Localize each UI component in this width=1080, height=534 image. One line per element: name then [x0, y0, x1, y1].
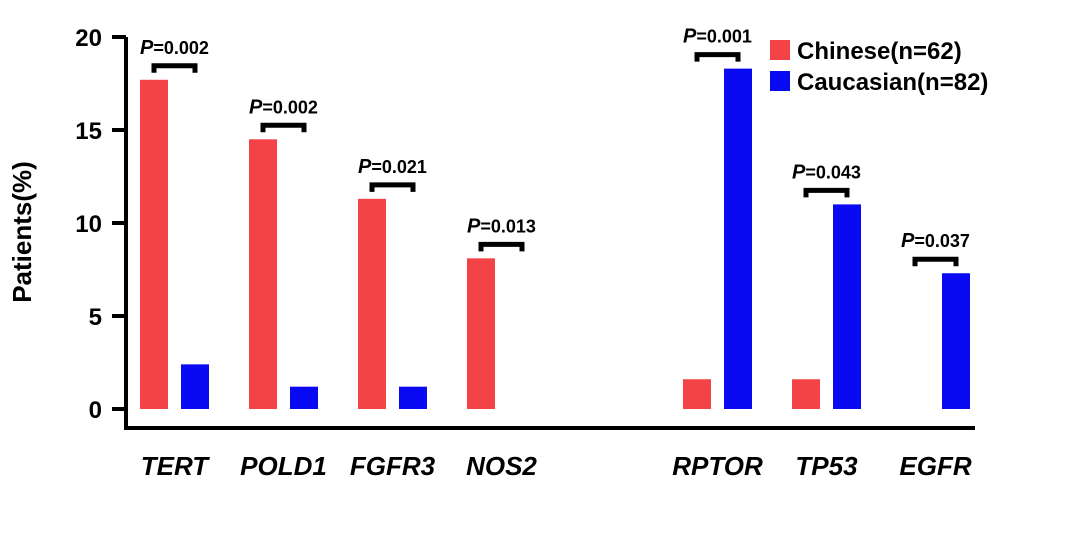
significance-bracket: [694, 52, 741, 62]
bar-egfr-caucasian: [942, 273, 970, 409]
p-symbol: P: [140, 37, 154, 59]
significance-bracket: [369, 182, 416, 192]
bar-tert-chinese: [140, 79, 168, 409]
p-value-label: P=0.002: [249, 96, 318, 118]
bar-rptor-chinese: [683, 379, 711, 409]
category-labels: TERT POLD1 FGFR3 NOS2 RPTOR TP53 EGFR: [141, 451, 972, 481]
significance-bracket: [151, 63, 198, 73]
y-tick-label: 15: [75, 118, 102, 145]
p-symbol: P: [249, 96, 263, 118]
category-label: FGFR3: [350, 451, 436, 481]
category-label: TERT: [141, 451, 211, 481]
y-ticks: 0 5 10 15 20: [75, 25, 126, 424]
p-symbol: P: [792, 161, 806, 183]
p-value-label: P=0.021: [358, 156, 427, 178]
p-value-text: =0.002: [262, 97, 318, 117]
p-symbol: P: [358, 156, 372, 178]
p-symbol: P: [683, 26, 697, 48]
p-value-annotations: P=0.002P=0.002P=0.021P=0.013P=0.001P=0.0…: [140, 26, 970, 267]
y-tick-label: 20: [75, 25, 102, 52]
p-value-label: P=0.013: [467, 215, 536, 237]
category-label: POLD1: [240, 451, 327, 481]
p-value-label: P=0.001: [683, 26, 752, 48]
significance-bracket: [260, 122, 307, 133]
category-label: RPTOR: [672, 451, 763, 481]
p-value-text: =0.001: [696, 27, 752, 47]
significance-bracket: [478, 241, 525, 252]
p-value-text: =0.021: [371, 157, 427, 177]
bar-tp53-caucasian: [833, 204, 861, 409]
p-value-label: P=0.002: [140, 37, 209, 59]
p-symbol: P: [467, 215, 481, 237]
p-value-text: =0.002: [153, 38, 209, 58]
bar-nos2-chinese: [467, 258, 495, 409]
p-value-label: P=0.037: [901, 230, 970, 252]
category-label: EGFR: [899, 451, 971, 481]
y-tick-label: 5: [89, 304, 102, 331]
p-value-text: =0.043: [805, 162, 861, 182]
significance-bracket: [912, 256, 959, 267]
p-value-label: P=0.043: [792, 161, 861, 183]
bar-pold1-caucasian: [290, 386, 318, 409]
y-tick-label: 0: [89, 397, 102, 424]
legend-label-caucasian: Caucasian(n=82): [797, 69, 988, 96]
bar-rptor-caucasian: [724, 68, 752, 410]
axes: [124, 37, 975, 430]
category-label: NOS2: [466, 451, 537, 481]
p-symbol: P: [901, 230, 915, 252]
legend-swatch-chinese: [770, 40, 790, 60]
bar-tp53-chinese: [792, 379, 820, 409]
legend-label-chinese: Chinese(n=62): [797, 38, 962, 65]
bar-tert-caucasian: [181, 364, 209, 409]
bar-fgfr3-caucasian: [399, 386, 427, 409]
bar-pold1-chinese: [249, 139, 277, 410]
p-value-text: =0.037: [914, 231, 970, 251]
legend: Chinese(n=62) Caucasian(n=82): [770, 38, 988, 96]
significance-bracket: [803, 187, 850, 198]
bar-fgfr3-chinese: [358, 198, 386, 409]
legend-swatch-caucasian: [770, 71, 790, 91]
y-tick-label: 10: [75, 211, 102, 238]
category-label: TP53: [795, 451, 858, 481]
bars: [140, 68, 970, 410]
y-axis-title: Patients(%): [7, 161, 37, 303]
p-value-text: =0.013: [480, 216, 536, 236]
